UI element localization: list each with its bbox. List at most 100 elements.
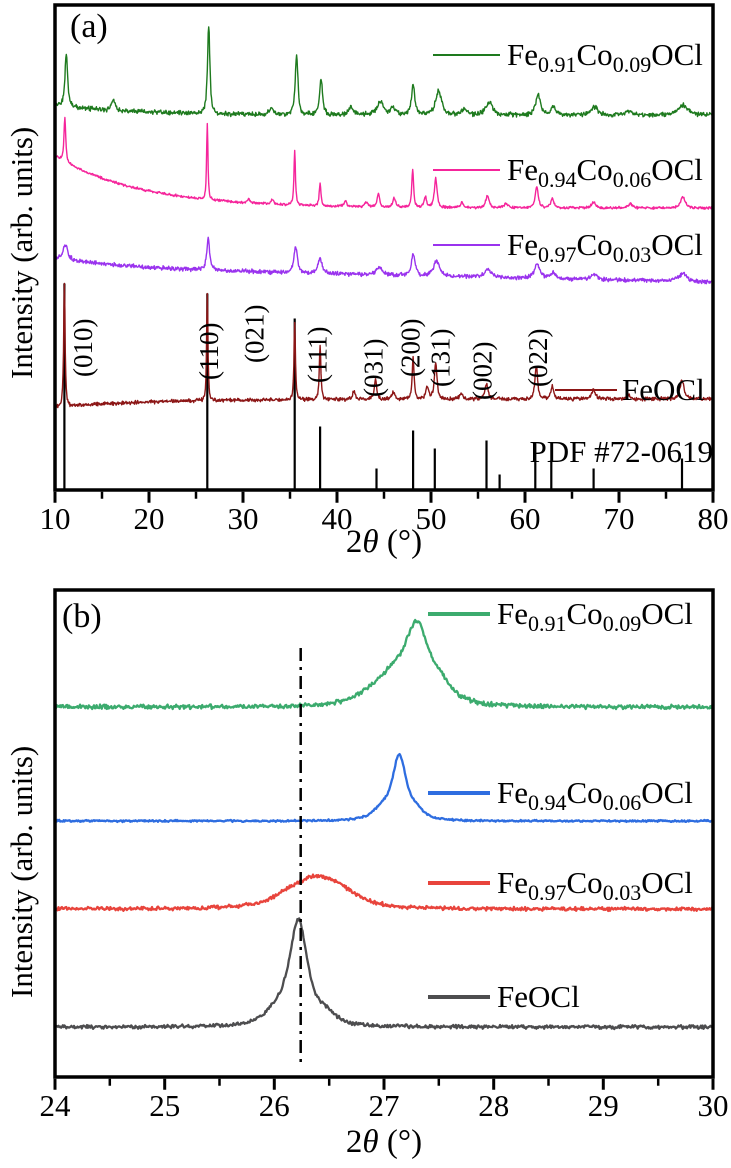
xrd-curve-FeOCl [53, 917, 715, 1031]
formula-subscript: 0.91 [538, 52, 577, 77]
formula-subscript: 0.03 [602, 880, 642, 905]
x-axis-tick-label: 26 [259, 1088, 290, 1123]
panel-b: 24 25 26 27 28 29 30 (b) Intensity (arb. units… [0, 560, 731, 1168]
formula-text: Co [566, 596, 603, 631]
formula-subscript: 0.09 [602, 611, 642, 636]
miller-index-label: (022) [523, 329, 553, 387]
x-axis-tick-label: 20 [134, 501, 165, 536]
formula-subscript: 0.94 [538, 167, 577, 192]
miller-index-label: (200) [395, 319, 425, 377]
formula-text: Co [566, 865, 603, 900]
plot-border [53, 3, 715, 492]
xrd-curve-Fe0.94Co0.06OCl [53, 752, 715, 824]
xrd-curve-Fe0.91Co0.09OCl [54, 26, 714, 118]
x-axis-tick-label: 80 [698, 501, 729, 536]
legend-line-Fe0.91Co0.09OCl [433, 54, 500, 56]
x-axis-tick-label: 24 [40, 1088, 72, 1123]
x-axis-tick-label: 28 [478, 1088, 509, 1123]
formula-text: FeOCl [497, 979, 580, 1014]
miller-index-label: (021) [239, 305, 269, 363]
formula-text: 2 [345, 524, 363, 560]
formula-text: Co [576, 37, 613, 72]
formula-text: OCl [641, 865, 693, 900]
miller-index-label: (031) [359, 339, 389, 397]
formula-text: θ [362, 1124, 379, 1160]
legend-label-Fe0.91Co0.09OCl: Fe0.91Co0.09OCl [507, 37, 703, 76]
formula-text: Fe [507, 227, 538, 262]
xrd-curve-Fe0.91Co0.09OCl [53, 618, 715, 711]
formula-subscript: 0.06 [602, 790, 642, 815]
legend-line-Fe0.94Co0.06OCl [433, 169, 500, 171]
reference-pattern-label: PDF #72-0619 [529, 434, 713, 469]
formula-text: Co [576, 227, 613, 262]
formula-text: θ [362, 524, 379, 560]
formula-text: (°) [378, 1124, 423, 1160]
formula-subscript: 0.06 [612, 167, 652, 192]
formula-subscript: 0.94 [528, 790, 567, 815]
formula-text: OCl [651, 37, 703, 72]
formula-subscript: 0.09 [612, 52, 652, 77]
xrd-curve-Fe0.97Co0.03OCl [53, 873, 715, 913]
miller-index-label: (110) [194, 323, 224, 380]
xrd-curve-FeOCl [54, 282, 714, 409]
x-axis-tick-label: 30 [698, 1088, 729, 1123]
panel-a-plot: (010) (110) (021) (111) (031) (200) (131) (002)… [40, 3, 729, 536]
x-axis-tick-label: 29 [588, 1088, 619, 1123]
legend-label-FeOCl: FeOCl [622, 372, 705, 408]
formula-text: Fe [497, 775, 528, 810]
formula-subscript: 0.03 [612, 242, 652, 267]
formula-text: OCl [651, 152, 703, 187]
x-axis-tick-label: 70 [604, 501, 635, 536]
miller-index-label: (002) [468, 342, 498, 400]
x-axis-tick-label: 25 [149, 1088, 180, 1123]
x-axis-tick-label: 60 [510, 501, 541, 536]
formula-text: OCl [641, 596, 693, 631]
panel-a: (010) (110) (021) (111) (031) (200) (131) (002)… [0, 0, 731, 560]
formula-text: Fe [497, 596, 528, 631]
legend-label-Fe0.97Co0.03OCl: Fe0.97Co0.03OCl [507, 227, 703, 266]
legend-label-Fe0.97Co0.03OCl: Fe0.97Co0.03OCl [497, 865, 693, 904]
miller-index-label: (111) [302, 327, 332, 383]
formula-text: (°) [378, 524, 423, 560]
panel-b-y-axis-title: Intensity (arb. units) [4, 745, 39, 999]
formula-text: Co [566, 775, 603, 810]
xrd-curve-Fe0.94Co0.06OCl [54, 116, 714, 210]
panel-a-label: (a) [70, 8, 108, 45]
x-axis-tick-label: 30 [228, 501, 259, 536]
panel-b-label: (b) [62, 598, 102, 635]
legend-label-FeOCl: FeOCl [497, 979, 580, 1015]
panel-a-y-axis-title: Intensity (arb. units) [4, 126, 39, 380]
legend-line-Fe0.94Co0.06OCl [428, 791, 490, 795]
legend-line-Fe0.91Co0.09OCl [428, 612, 490, 616]
x-axis-tick-label: 27 [369, 1088, 400, 1123]
xrd-curve-Fe0.97Co0.03OCl [54, 236, 714, 285]
x-axis-tick-label: 50 [416, 501, 447, 536]
panel-b-plot: 24 25 26 27 28 29 30 [40, 588, 729, 1123]
legend-label-Fe0.94Co0.06OCl: Fe0.94Co0.06OCl [507, 152, 703, 191]
formula-text: Fe [507, 37, 538, 72]
formula-text: Fe [497, 865, 528, 900]
panel-b-x-axis-title: 2θ (°) [280, 1124, 488, 1161]
legend-label-Fe0.91Co0.09OCl: Fe0.91Co0.09OCl [497, 596, 693, 635]
plot-border [53, 588, 715, 1079]
x-axis-tick-label: 40 [322, 501, 353, 536]
formula-subscript: 0.97 [538, 242, 577, 267]
formula-text: 2 [345, 1124, 363, 1160]
formula-text: OCl [651, 227, 703, 262]
legend-line-FeOCl [555, 389, 617, 391]
legend-label-Fe0.94Co0.06OCl: Fe0.94Co0.06OCl [497, 775, 693, 814]
panel-a-x-axis-title: 2θ (°) [280, 524, 488, 561]
formula-text: Fe [507, 152, 538, 187]
formula-text: FeOCl [622, 372, 705, 407]
miller-index-label: (010) [68, 319, 98, 377]
formula-text: Co [576, 152, 613, 187]
legend-line-Fe0.97Co0.03OCl [428, 881, 490, 885]
legend-line-Fe0.97Co0.03OCl [433, 244, 500, 246]
x-axis-tick-label: 10 [40, 501, 71, 536]
formula-text: OCl [641, 775, 693, 810]
formula-subscript: 0.91 [528, 611, 567, 636]
legend-line-FeOCl [428, 995, 490, 999]
miller-index-label: (131) [425, 329, 455, 387]
formula-subscript: 0.97 [528, 880, 567, 905]
